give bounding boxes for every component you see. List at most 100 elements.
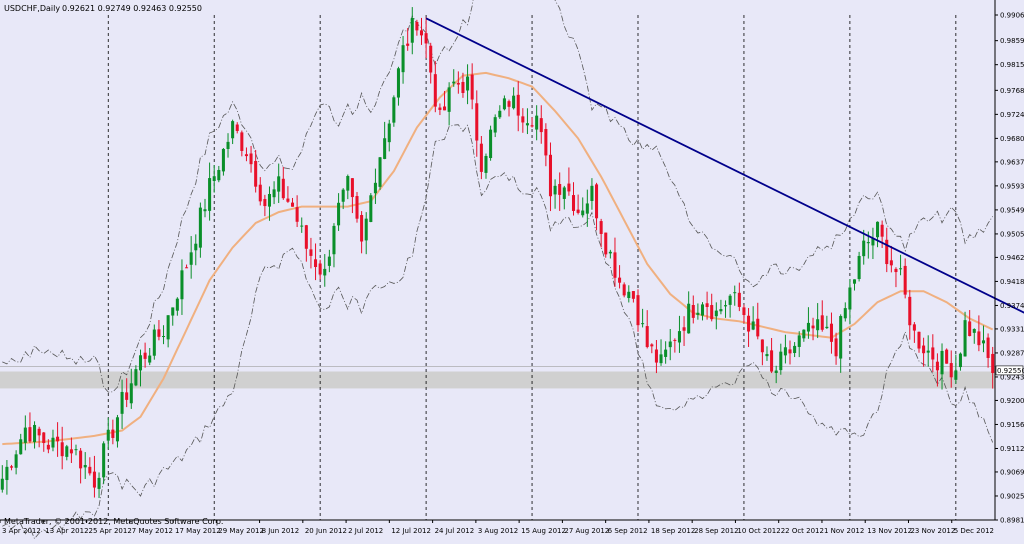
candle[interactable] [696,303,700,320]
candle[interactable] [46,439,50,454]
candle[interactable] [668,329,672,361]
candle-body[interactable] [922,345,926,354]
candle-body[interactable] [102,443,106,478]
candle-body[interactable] [466,76,470,91]
candle[interactable] [14,450,18,475]
candle[interactable] [968,310,972,337]
candle-body[interactable] [912,324,916,331]
candle-body[interactable] [903,265,907,295]
candle-body[interactable] [198,207,202,248]
candle-body[interactable] [337,202,341,226]
candle[interactable] [33,421,37,449]
candle-body[interactable] [33,424,37,443]
candle-body[interactable] [507,101,511,107]
candle[interactable] [217,165,221,183]
candle[interactable] [346,174,350,200]
candle-body[interactable] [696,312,700,315]
candle-body[interactable] [392,97,396,123]
candle-body[interactable] [461,81,465,93]
candle-body[interactable] [185,267,189,269]
candle[interactable] [166,315,170,348]
candle-body[interactable] [318,263,322,275]
candle[interactable] [599,218,603,248]
candle[interactable] [654,340,658,374]
candle-body[interactable] [65,446,69,457]
candle-body[interactable] [327,256,331,266]
candle-body[interactable] [479,143,483,172]
candle-body[interactable] [595,184,599,219]
candle-body[interactable] [774,370,778,373]
candle-body[interactable] [231,121,235,139]
candle[interactable] [456,71,460,94]
candle-body[interactable] [889,260,893,266]
candle-body[interactable] [258,184,262,202]
candle[interactable] [627,285,631,303]
candle-body[interactable] [235,124,239,131]
candle[interactable] [585,189,589,227]
candle[interactable] [613,237,617,287]
candle[interactable] [535,105,539,141]
candle-body[interactable] [567,183,571,192]
candle[interactable] [963,311,967,357]
candle[interactable] [760,339,764,366]
candle-body[interactable] [793,345,797,354]
candle[interactable] [419,17,424,45]
candle-body[interactable] [862,240,866,257]
candle[interactable] [751,306,755,331]
candle-body[interactable] [926,350,930,353]
candle-body[interactable] [650,344,654,347]
candle[interactable] [406,28,410,51]
candle-body[interactable] [88,466,92,474]
candle-body[interactable] [383,138,387,159]
candle[interactable] [972,328,976,344]
candle[interactable] [530,117,534,128]
candle[interactable] [825,315,829,330]
candle-body[interactable] [940,350,944,375]
candle[interactable] [843,302,847,322]
candle[interactable] [595,182,599,231]
candle[interactable] [783,334,787,364]
candle-body[interactable] [249,153,253,165]
candle-body[interactable] [885,239,889,265]
candle[interactable] [548,142,552,212]
candle-body[interactable] [972,329,976,333]
candle-body[interactable] [346,176,350,191]
candle-body[interactable] [83,465,87,468]
candle[interactable] [558,172,562,211]
candle[interactable] [466,64,470,105]
candle[interactable] [618,265,622,289]
candle[interactable] [323,254,327,287]
candle[interactable] [189,236,193,279]
candle-body[interactable] [23,427,27,443]
candle[interactable] [926,335,930,367]
candle-body[interactable] [14,454,18,468]
candle[interactable] [51,429,55,452]
candle[interactable] [562,185,566,210]
candle-body[interactable] [406,43,410,46]
candle[interactable] [714,302,718,330]
candle[interactable] [415,19,419,36]
candle-body[interactable] [74,449,78,451]
candle-body[interactable] [535,115,539,130]
candle-body[interactable] [553,185,557,195]
candle[interactable] [318,259,322,280]
candle-body[interactable] [687,303,691,334]
candle-body[interactable] [138,355,143,371]
candle[interactable] [221,148,225,176]
candle[interactable] [355,191,359,223]
candle-body[interactable] [618,277,622,283]
candle-body[interactable] [562,187,566,199]
candle-body[interactable] [143,352,147,359]
candle[interactable] [74,444,78,456]
candle-body[interactable] [452,81,456,84]
candle-body[interactable] [369,195,373,222]
candle-body[interactable] [636,295,640,326]
candle-body[interactable] [447,87,451,112]
candle-body[interactable] [424,33,428,44]
candle[interactable] [571,182,576,216]
candle[interactable] [788,340,792,365]
candle-body[interactable] [747,315,751,332]
candle[interactable] [231,119,235,145]
candle[interactable] [461,72,465,98]
